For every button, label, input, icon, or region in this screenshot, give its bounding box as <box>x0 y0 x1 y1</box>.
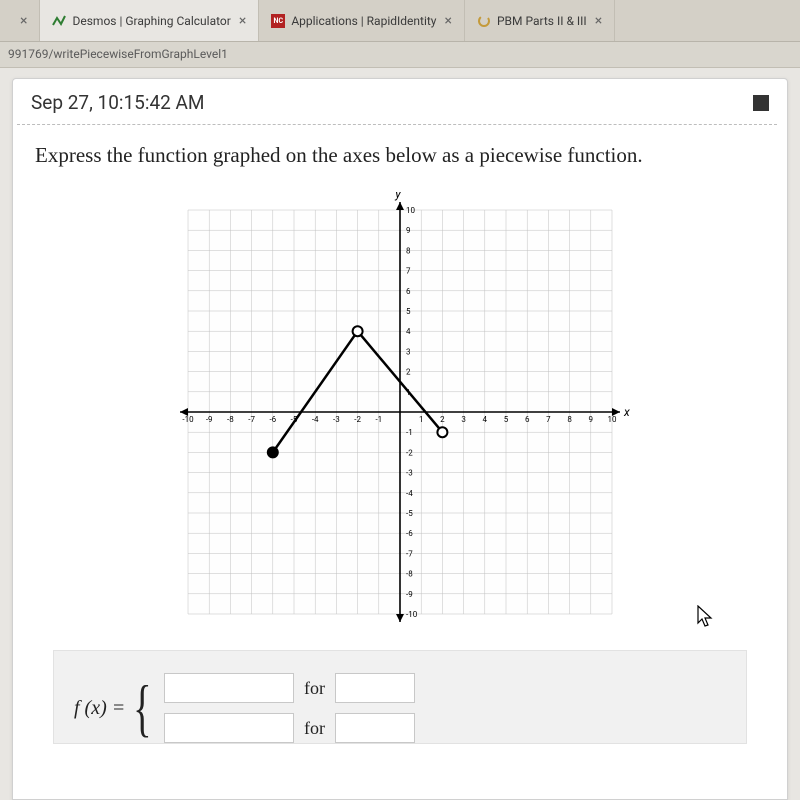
nc-favicon: NC <box>271 14 285 28</box>
svg-text:-9: -9 <box>206 415 213 424</box>
svg-text:-8: -8 <box>406 570 413 579</box>
close-icon[interactable]: × <box>595 14 602 28</box>
svg-text:5: 5 <box>504 415 509 424</box>
svg-text:-3: -3 <box>406 469 413 478</box>
svg-text:2: 2 <box>440 415 445 424</box>
close-icon[interactable]: × <box>444 14 451 28</box>
svg-text:-4: -4 <box>312 415 319 424</box>
fx-lhs: f (x) = <box>74 697 125 720</box>
svg-text:-7: -7 <box>248 415 255 424</box>
question-prompt: Express the function graphed on the axes… <box>13 125 787 178</box>
svg-text:-6: -6 <box>269 415 276 424</box>
svg-text:3: 3 <box>406 347 411 356</box>
svg-text:10: 10 <box>406 206 415 215</box>
svg-text:-4: -4 <box>406 489 413 498</box>
brace-icon: { <box>133 679 151 737</box>
piece-row: for <box>164 673 415 703</box>
close-icon[interactable]: × <box>239 14 246 28</box>
svg-text:-2: -2 <box>354 415 361 424</box>
svg-text:4: 4 <box>406 327 411 336</box>
svg-text:-5: -5 <box>406 509 413 518</box>
svg-text:5: 5 <box>406 307 411 316</box>
svg-text:8: 8 <box>406 246 411 255</box>
svg-text:7: 7 <box>406 267 411 276</box>
desmos-favicon <box>52 14 66 28</box>
browser-tab-rapididentity[interactable]: NC Applications | RapidIdentity × <box>259 0 465 41</box>
svg-text:8: 8 <box>567 415 572 424</box>
svg-text:-8: -8 <box>227 415 234 424</box>
for-label: for <box>304 678 325 699</box>
svg-text:-10: -10 <box>406 610 418 619</box>
svg-text:1: 1 <box>419 415 424 424</box>
for-label: for <box>304 718 325 739</box>
loading-icon <box>477 14 491 28</box>
domain-input[interactable] <box>335 673 415 703</box>
assignment-page: Sep 27, 10:15:42 AM Express the function… <box>12 78 788 800</box>
svg-text:7: 7 <box>546 415 551 424</box>
close-icon[interactable]: × <box>20 14 27 28</box>
svg-text:6: 6 <box>406 287 411 296</box>
svg-text:2: 2 <box>406 368 411 377</box>
svg-text:3: 3 <box>461 415 466 424</box>
svg-text:-10: -10 <box>182 415 194 424</box>
tab-title: Desmos | Graphing Calculator <box>72 14 230 28</box>
svg-text:-1: -1 <box>406 428 413 437</box>
expression-input[interactable] <box>164 713 294 743</box>
svg-text:-9: -9 <box>406 590 413 599</box>
url-fragment: 991769/writePiecewiseFromGraphLevel1 <box>0 42 800 68</box>
browser-tab-pbm[interactable]: PBM Parts II & III × <box>465 0 615 41</box>
tab-title: Applications | RapidIdentity <box>291 14 436 28</box>
tab-title: PBM Parts II & III <box>497 14 587 28</box>
svg-text:x: x <box>623 405 630 419</box>
answer-box: f (x) = { for for <box>53 650 747 744</box>
svg-text:-2: -2 <box>406 448 413 457</box>
svg-text:-3: -3 <box>333 415 340 424</box>
piece-row: for <box>164 713 415 743</box>
svg-text:-7: -7 <box>406 549 413 558</box>
svg-text:9: 9 <box>406 226 411 235</box>
timestamp: Sep 27, 10:15:42 AM <box>31 91 205 114</box>
cursor-icon <box>697 605 715 629</box>
svg-text:10: 10 <box>608 415 617 424</box>
svg-text:y: y <box>394 192 401 201</box>
piecewise-graph: -10 -9 -8 -7 -6 -5 -4 -3 -2 -1 1 2 3 4 5 6 7 8 9 10 -10 -9 -8 -… <box>170 192 630 632</box>
svg-text:-1: -1 <box>375 415 382 424</box>
svg-text:4: 4 <box>483 415 488 424</box>
browser-tab-desmos[interactable]: Desmos | Graphing Calculator × <box>40 0 259 41</box>
browser-tab-bar: × Desmos | Graphing Calculator × NC Appl… <box>0 0 800 42</box>
svg-text:-6: -6 <box>406 529 413 538</box>
browser-tab[interactable]: × <box>0 0 40 41</box>
svg-text:9: 9 <box>589 415 594 424</box>
stop-icon[interactable] <box>753 95 769 111</box>
domain-input[interactable] <box>335 713 415 743</box>
graph-container: -10 -9 -8 -7 -6 -5 -4 -3 -2 -1 1 2 3 4 5 6 7 8 9 10 -10 -9 -8 -… <box>13 178 787 632</box>
expression-input[interactable] <box>164 673 294 703</box>
svg-text:6: 6 <box>525 415 530 424</box>
